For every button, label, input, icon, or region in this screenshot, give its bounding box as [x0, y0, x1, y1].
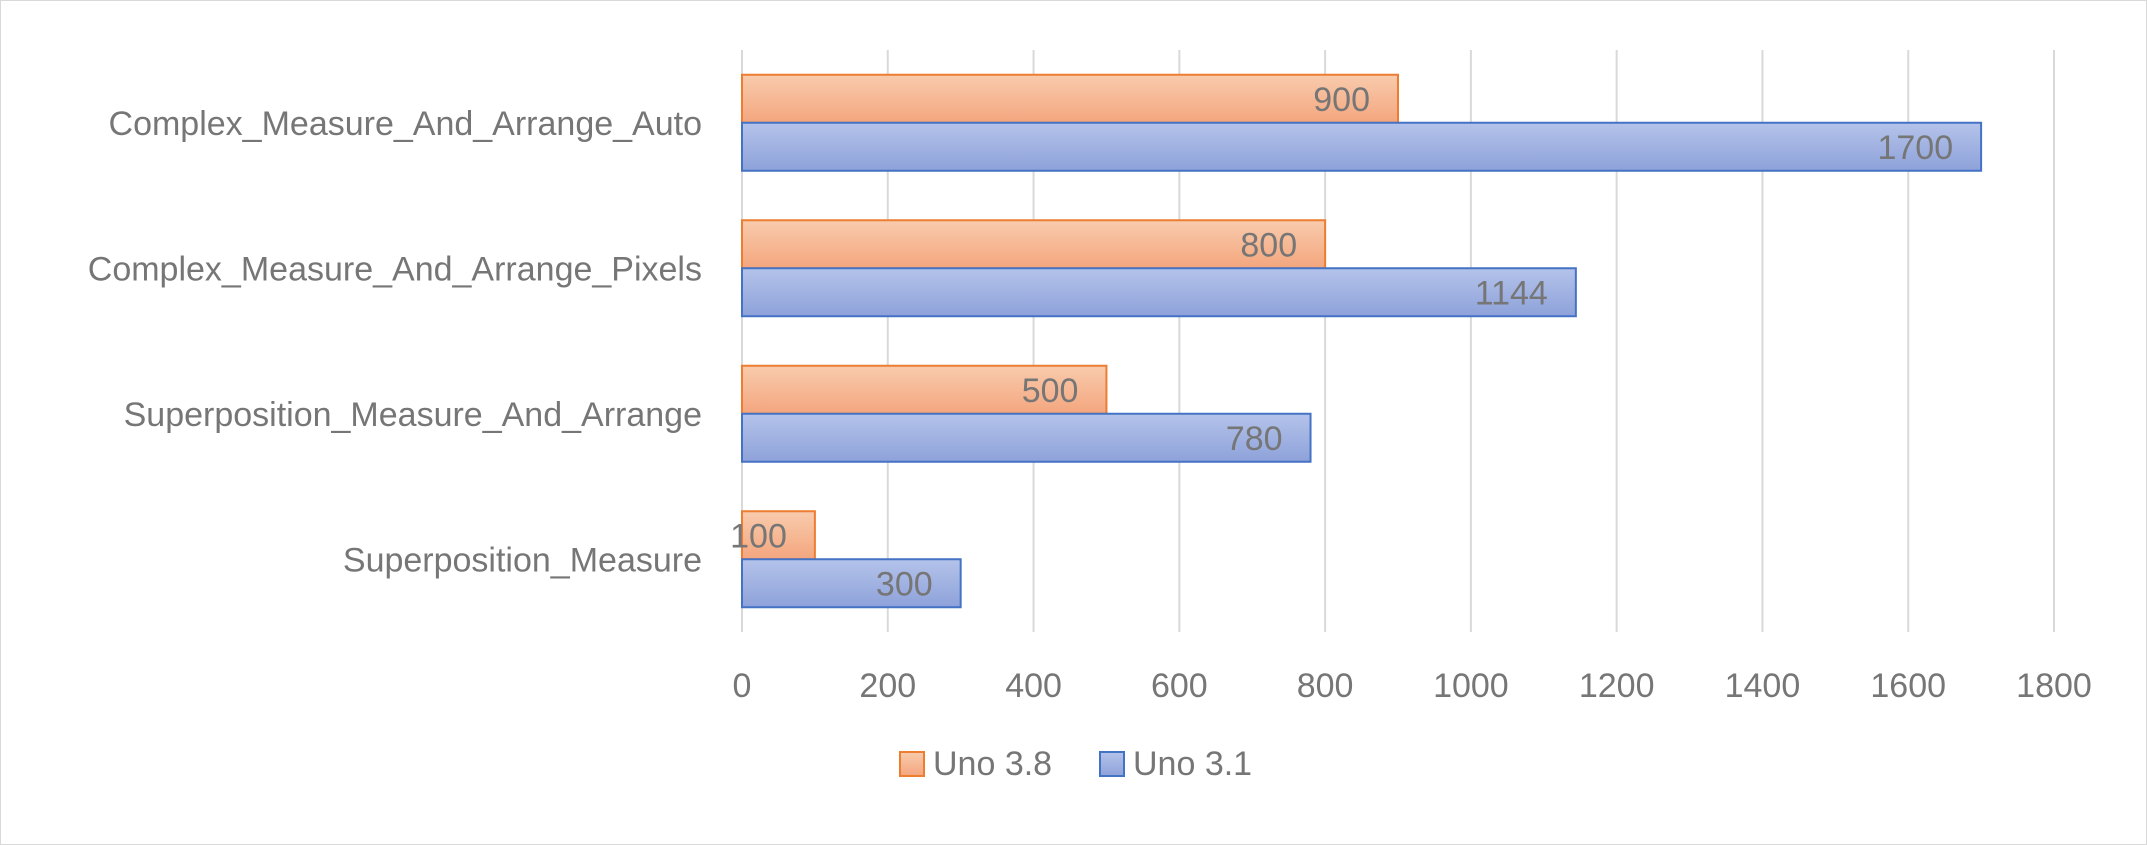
category-label: Complex_Measure_And_Arrange_Auto [109, 105, 702, 143]
bar-uno-3-8 [741, 219, 1327, 270]
category-axis: Complex_Measure_And_Arrange_Auto Complex_… [88, 105, 702, 580]
data-label: 1144 [1475, 274, 1548, 312]
legend: Uno 3.8 Uno 3.1 [899, 745, 1252, 783]
data-label: 300 [876, 565, 933, 603]
legend-label: Uno 3.8 [933, 745, 1052, 783]
legend-swatch [1099, 751, 1125, 777]
x-tick-label: 200 [859, 667, 916, 705]
data-label: 900 [1313, 81, 1370, 119]
x-tick-label: 1000 [1433, 667, 1509, 705]
legend-label: Uno 3.1 [1133, 745, 1252, 783]
x-tick-label: 1200 [1579, 667, 1655, 705]
legend-item: Uno 3.8 [899, 745, 1052, 783]
bars: 900 1700 800 1144 500 780 100 300 [730, 73, 1983, 609]
data-label: 1700 [1877, 129, 1953, 167]
category-label: Complex_Measure_And_Arrange_Pixels [88, 250, 702, 288]
x-tick-label: 600 [1151, 667, 1208, 705]
legend-swatch [899, 751, 925, 777]
bar-uno-3-1 [741, 412, 1312, 463]
value-axis: 0 200 400 600 800 1000 1200 1400 1600 1800 [733, 667, 2092, 705]
x-tick-label: 0 [733, 667, 752, 705]
bar-uno-3-8 [741, 73, 1399, 124]
x-tick-label: 1600 [1870, 667, 1946, 705]
category-label: Superposition_Measure_And_Arrange [124, 396, 702, 434]
data-label: 780 [1226, 420, 1283, 458]
data-label: 800 [1240, 226, 1297, 264]
data-label: 500 [1022, 372, 1079, 410]
bar-uno-3-1 [741, 558, 962, 609]
bar-uno-3-8 [741, 364, 1108, 415]
x-tick-label: 1800 [2016, 667, 2092, 705]
bar-uno-3-1 [741, 267, 1577, 318]
category-label: Superposition_Measure [343, 541, 702, 579]
bar-uno-3-8 [741, 510, 816, 561]
x-tick-label: 400 [1005, 667, 1062, 705]
data-label: 100 [730, 517, 787, 555]
x-tick-label: 1400 [1725, 667, 1801, 705]
bar-uno-3-1 [741, 121, 1983, 172]
x-tick-label: 800 [1297, 667, 1354, 705]
legend-item: Uno 3.1 [1099, 745, 1252, 783]
